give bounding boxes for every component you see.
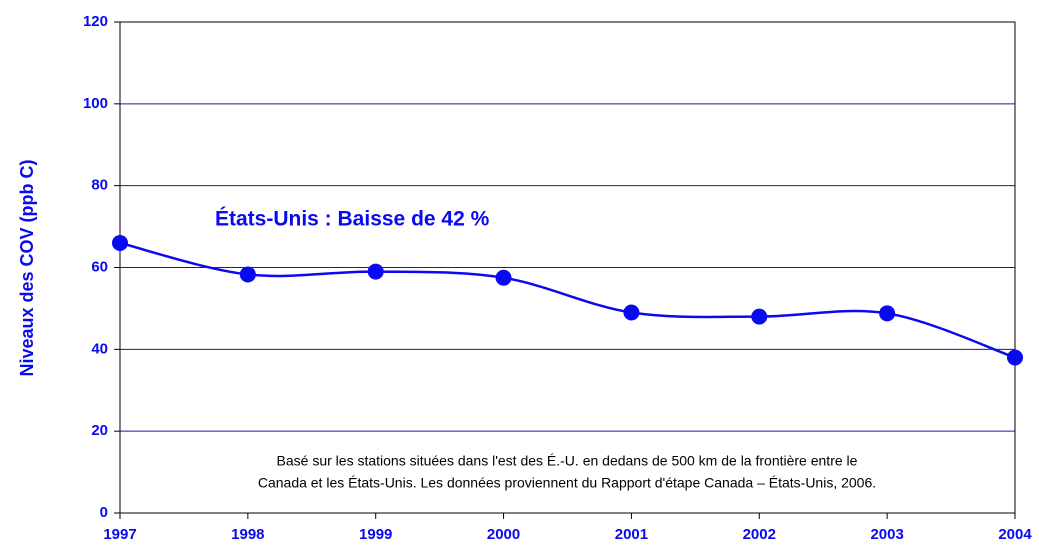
marker [751, 308, 768, 325]
x-tick-label: 2001 [615, 526, 648, 543]
y-tick-label: 80 [91, 177, 108, 194]
y-axis-label: Niveaux des COV (ppb C) [17, 159, 37, 376]
marker [623, 304, 640, 321]
line [119, 241, 1016, 359]
marker [239, 266, 256, 283]
marker [1007, 349, 1023, 366]
x-tick-label: 2004 [998, 526, 1032, 543]
marker [112, 234, 128, 251]
marker [879, 305, 896, 322]
plot-border [119, 21, 1016, 514]
y-tick-label: 120 [83, 13, 108, 30]
note: Basé sur les stations situées dans l'est… [277, 453, 858, 469]
x-tick-label: 1998 [231, 526, 264, 543]
y-tick-label: 40 [91, 340, 108, 357]
x-tick-label: 2002 [743, 526, 776, 543]
y-tick-label: 20 [91, 422, 108, 439]
x-tick-label: 1999 [359, 526, 392, 543]
annotation: États-Unis : Baisse de 42 % [215, 208, 490, 231]
x-tick-label: 2003 [870, 526, 903, 543]
marker [367, 263, 384, 280]
marker [495, 269, 512, 286]
x-tick-label: 2000 [487, 526, 520, 543]
y-tick-label: 100 [83, 95, 108, 112]
x-tick-label: 1997 [103, 526, 136, 543]
y-tick-label: 0 [100, 504, 108, 521]
y-tick-label: 60 [91, 258, 108, 275]
note: Canada et les États-Unis. Les données pr… [258, 475, 876, 491]
